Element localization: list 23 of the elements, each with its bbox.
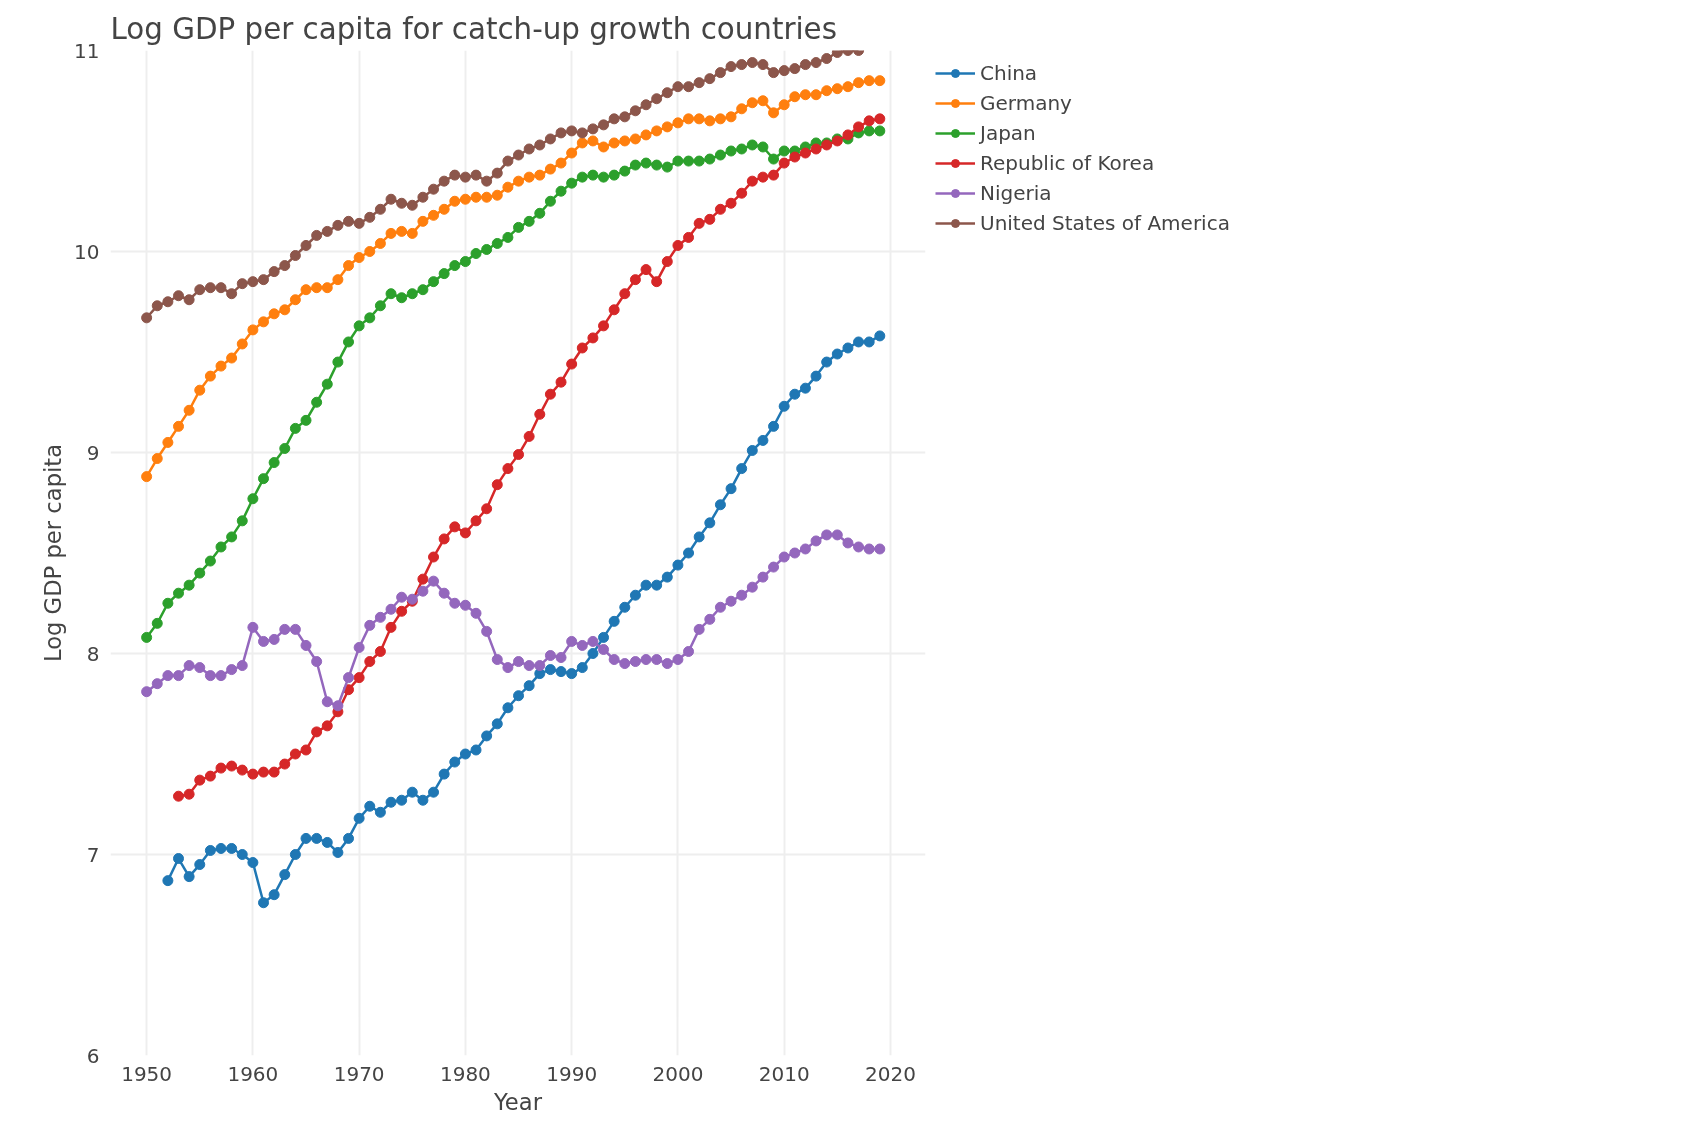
x-axis-title: Year [493,1088,543,1115]
y-tick-label: 8 [86,641,100,666]
x-tick-label: 1990 [546,1061,598,1086]
x-tick-label: 2010 [758,1061,810,1086]
legend-label: China [980,60,1038,86]
x-tick-label: 1960 [227,1061,279,1086]
legend-label: United States of America [980,210,1230,236]
legend-label: Germany [980,90,1072,116]
chart-title: Log GDP per capita for catch-up growth countries [110,11,837,46]
y-tick-label: 9 [86,440,100,465]
legend-label: Japan [980,120,1036,146]
y-tick-label: 7 [86,842,100,867]
x-tick-label: 1980 [439,1061,491,1086]
legend-label: Republic of Korea [980,150,1155,176]
x-tick-label: 1970 [333,1061,385,1086]
y-tick-label: 10 [74,239,100,264]
y-axis-title: Log GDP per capita [40,443,67,663]
y-tick-label: 6 [86,1043,100,1068]
x-tick-label: 2000 [652,1061,704,1086]
legend-label: Nigeria [980,180,1052,206]
x-tick-label: 1950 [121,1061,173,1086]
x-tick-label: 2020 [864,1061,916,1086]
y-tick-label: 11 [74,38,100,63]
